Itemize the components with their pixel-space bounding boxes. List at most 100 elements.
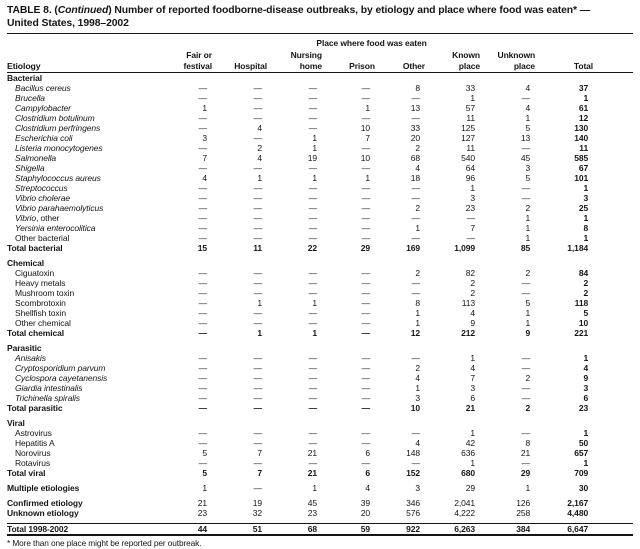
- value-cell: 3: [583, 193, 589, 203]
- etiology-label: Rotavirus: [15, 458, 51, 468]
- etiology-label: Salmonella: [15, 153, 57, 163]
- value-cell: —: [308, 428, 318, 438]
- table-row: Ciguatoxin — — — — 2 82 2 84: [7, 268, 633, 278]
- title-continued-label: Continued: [57, 5, 109, 16]
- value-cell: 4: [583, 363, 589, 373]
- value-cell: 1: [257, 173, 262, 183]
- value-cell: 6: [365, 468, 370, 478]
- value-cell: —: [308, 213, 318, 223]
- etiology-label: Bacillus cereus: [15, 83, 71, 93]
- value-cell: 64: [465, 163, 475, 173]
- value-cell: 7: [257, 448, 262, 458]
- etiology-label: Norovirus: [15, 448, 51, 458]
- value-cell: 29: [465, 483, 475, 493]
- value-cell: 8: [415, 83, 420, 93]
- value-cell: —: [308, 203, 318, 213]
- etiology-label: Vibrio parahaemolyticus: [15, 203, 104, 213]
- filler-cell: [594, 123, 633, 133]
- value-cell: —: [411, 193, 421, 203]
- table-row: Bacillus cereus — — — — 8 33 4 37: [7, 83, 633, 93]
- value-cell: —: [411, 288, 421, 298]
- filler-cell: [594, 468, 633, 478]
- value-cell: —: [198, 308, 208, 318]
- value-cell: 140: [574, 133, 589, 143]
- value-cell: 21: [520, 448, 531, 458]
- etiology-cell: Other chemical: [7, 318, 157, 328]
- etiology-cell: Shigella: [7, 163, 157, 173]
- value-cell: —: [361, 393, 371, 403]
- value-cell: —: [361, 93, 371, 103]
- table-row: Total 1998-2002 44 51 68 59 922 6,263 384 6,647: [7, 523, 634, 536]
- etiology-label: Other bacterial: [15, 233, 70, 243]
- value-cell: —: [253, 353, 263, 363]
- table-row: Clostridium botulinum — — — — —11 1 12: [7, 113, 633, 123]
- filler-cell: [594, 153, 633, 163]
- value-cell: —: [253, 278, 263, 288]
- section-header-row: Parasitic: [7, 343, 633, 353]
- table-row: Mushroom toxin — — — — — 2 — 2: [7, 288, 633, 298]
- etiology-label: Cryptosporidium parvum: [15, 363, 106, 373]
- value-cell: 7: [470, 223, 475, 233]
- value-cell: 384: [481, 523, 537, 536]
- filler-cell: [594, 353, 633, 363]
- value-cell: —: [253, 318, 263, 328]
- value-cell: 5: [525, 173, 531, 183]
- value-cell: —: [361, 143, 371, 153]
- value-cell: 3: [415, 393, 420, 403]
- value-cell: —: [253, 133, 263, 143]
- value-cell: —: [253, 223, 263, 233]
- value-cell: 10: [578, 318, 589, 328]
- table-row: Hepatitis A — — — — 4 42 8 50: [7, 438, 633, 448]
- value-cell: —: [308, 403, 318, 413]
- etiology-cell: Brucella: [7, 93, 157, 103]
- value-cell: —: [361, 428, 371, 438]
- value-cell: 6: [583, 393, 589, 403]
- etiology-cell: Astrovirus: [7, 428, 157, 438]
- value-cell: —: [411, 213, 421, 223]
- etiology-cell: Clostridium perfringens: [7, 123, 157, 133]
- etiology-cell: Salmonella: [7, 153, 157, 163]
- value-cell: 113: [461, 298, 475, 308]
- value-cell: —: [198, 428, 208, 438]
- etiology-cell: Yersinia enterocolitica: [7, 223, 157, 233]
- filler-cell: [594, 318, 633, 328]
- column-header: Unknown place: [481, 49, 537, 73]
- value-cell: 6,263: [426, 523, 481, 536]
- table-row: Anisakis — — — — — 1 — 1: [7, 353, 633, 363]
- value-cell: 33: [465, 83, 475, 93]
- value-cell: 1: [312, 298, 317, 308]
- value-cell: —: [361, 203, 371, 213]
- table-row: Vibrio, other — — — — — — 1 1: [7, 213, 633, 223]
- value-cell: 96: [465, 173, 475, 183]
- title-rule: [7, 33, 633, 34]
- value-cell: 4,480: [567, 508, 589, 518]
- value-cell: 61: [578, 103, 589, 113]
- value-cell: 3: [583, 383, 589, 393]
- outbreaks-table: Place where food was eaten Etiology Fair…: [7, 36, 634, 536]
- value-cell: 1: [583, 183, 589, 193]
- table-header: Place where food was eaten Etiology Fair…: [7, 36, 634, 73]
- value-cell: 4: [525, 103, 531, 113]
- value-cell: —: [521, 363, 531, 373]
- etiology-cell: Staphylococcus aureus: [7, 173, 157, 183]
- value-cell: 1: [525, 233, 531, 243]
- etiology-cell: Unknown etiology: [7, 508, 157, 518]
- etiology-label: Astrovirus: [15, 428, 52, 438]
- etiology-cell: Total parasitic: [7, 403, 157, 413]
- etiology-label: Campylobacter: [15, 103, 71, 113]
- value-cell: —: [361, 308, 371, 318]
- value-cell: —: [198, 278, 208, 288]
- etiology-label: Clostridium perfringens: [15, 123, 101, 133]
- column-header: Fair or festival: [157, 49, 213, 73]
- filler-cell: [594, 363, 633, 373]
- value-cell: —: [521, 183, 531, 193]
- table-row: Total bacterial 15 11 22 29 169 1,099 85 1,184: [7, 243, 633, 253]
- value-cell: —: [253, 193, 263, 203]
- value-cell: 3: [470, 193, 475, 203]
- etiology-cell: Trichinella spiralis: [7, 393, 157, 403]
- value-cell: 1: [312, 328, 317, 338]
- value-cell: 19: [307, 153, 317, 163]
- value-cell: 51: [213, 523, 268, 536]
- value-cell: —: [466, 213, 476, 223]
- value-cell: —: [361, 193, 371, 203]
